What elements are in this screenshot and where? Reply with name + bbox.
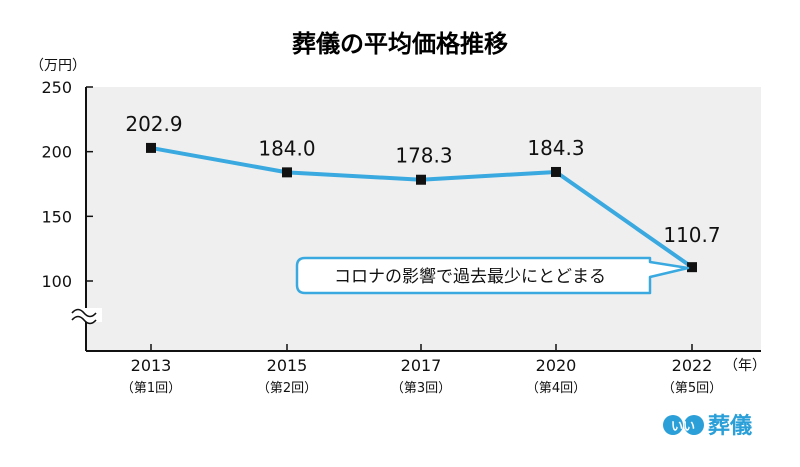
data-label: 178.3 (395, 144, 452, 168)
x-tick-sublabel: （第3回） (391, 381, 451, 396)
data-point (282, 167, 292, 178)
y-tick-label: 250 (41, 78, 72, 97)
logo-prefix: いい (671, 419, 695, 433)
x-tick-sublabel: （第1回） (121, 381, 181, 396)
x-tick-sublabel: （第5回） (662, 381, 722, 396)
y-ticks: 250 200 150 100 (41, 78, 93, 291)
x-tick-label: 2020 (536, 356, 577, 375)
data-label: 184.0 (258, 136, 315, 160)
brand-logo: いい 葬儀 (663, 413, 752, 439)
logo-name: 葬儀 (708, 413, 752, 439)
x-tick-label: 2013 (131, 356, 172, 375)
y-tick-label: 200 (41, 143, 72, 162)
y-axis-unit: （万円） (30, 58, 86, 74)
data-point (687, 262, 697, 273)
x-ticks: 2013 （第1回） 2015 （第2回） 2017 （第3回） 2020 （第4回） 2022… (121, 344, 722, 396)
plot-area (86, 87, 761, 351)
axis-break-icon (70, 308, 102, 325)
x-axis-unit: （年） (724, 358, 766, 374)
annotation-text: コロナの影響で過去最少にとどまる (334, 267, 606, 287)
data-point (551, 166, 561, 177)
data-label: 202.9 (125, 112, 182, 136)
x-tick-sublabel: （第2回） (257, 381, 317, 396)
y-tick-label: 150 (41, 207, 72, 226)
x-tick-label: 2022 (672, 356, 713, 375)
x-tick-sublabel: （第4回） (526, 381, 586, 396)
data-label: 184.3 (527, 136, 584, 160)
annotation-callout: コロナの影響で過去最少にとどまる (295, 256, 690, 295)
x-tick-label: 2015 (267, 356, 308, 375)
data-point (146, 142, 156, 153)
x-tick-label: 2017 (401, 356, 442, 375)
data-point (416, 174, 426, 185)
y-tick-label: 100 (41, 272, 72, 291)
series-line (146, 142, 697, 273)
chart-title: 葬儀の平均価格推移 (292, 30, 508, 58)
data-label: 110.7 (663, 223, 720, 247)
data-labels: 202.9 184.0 178.3 184.3 110.7 (125, 112, 720, 247)
